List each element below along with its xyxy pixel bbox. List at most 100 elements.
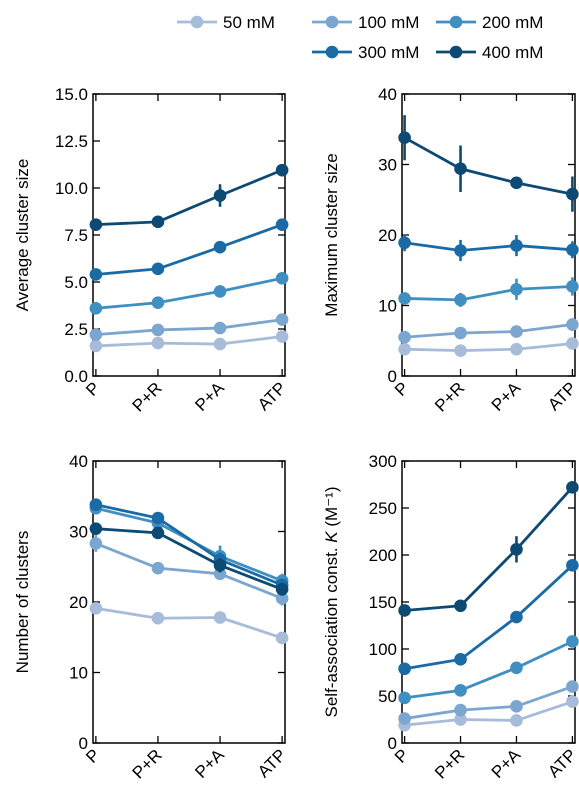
data-point (454, 713, 467, 726)
series-400-mm (398, 115, 579, 212)
data-point (398, 236, 411, 250)
series-line (404, 564, 574, 671)
legend-label: 400 mM (482, 43, 543, 62)
legend-label: 300 mM (358, 43, 419, 62)
y-axis-label: Average cluster size (13, 159, 32, 312)
y-tick-label: 2.5 (64, 320, 88, 339)
data-point (398, 662, 411, 676)
series-300-mm (398, 234, 579, 262)
data-point (566, 337, 579, 350)
legend: 50 mM 100 mM 200 mM 300 mM 400 mM (177, 13, 543, 62)
data-point (213, 189, 227, 202)
series-line (95, 276, 283, 310)
data-point (510, 239, 523, 252)
data-point (566, 695, 579, 708)
y-tick-label: 0.0 (64, 367, 88, 386)
y-tick-label: 200 (369, 546, 397, 565)
data-point (151, 296, 165, 309)
y-tick-label: 10 (69, 664, 88, 683)
series-50-mm (398, 337, 579, 357)
series-200-mm (398, 277, 579, 307)
data-point (454, 703, 467, 717)
data-point (398, 292, 411, 305)
data-point (454, 684, 467, 697)
legend-item-50-mm: 50 mM (177, 13, 275, 32)
data-point (275, 163, 289, 177)
plot-frame (92, 460, 286, 744)
series-400-mm (89, 163, 289, 231)
data-point (510, 342, 523, 356)
data-point (454, 344, 467, 357)
data-point (213, 611, 227, 624)
y-axis-label: Self-association const. K (M⁻¹) (322, 487, 341, 718)
x-tick-label: ATP (544, 745, 579, 781)
series-400-mm (398, 481, 579, 617)
series-line (404, 486, 574, 612)
series-line (404, 640, 574, 700)
data-point (151, 336, 165, 350)
y-tick-label: 100 (369, 640, 397, 659)
y-tick-label: 30 (378, 156, 397, 175)
data-point (398, 691, 411, 705)
data-point (398, 342, 411, 356)
y-tick-label: 250 (369, 499, 397, 518)
legend-marker (449, 15, 463, 29)
y-tick-label: 50 (378, 687, 397, 706)
data-point (566, 280, 579, 293)
data-point (510, 176, 523, 190)
series-line (95, 503, 283, 587)
data-point (510, 325, 523, 338)
series-200-mm (398, 635, 579, 705)
plot-frame (401, 460, 576, 744)
x-tick-label: P+R (129, 745, 166, 782)
data-point (275, 592, 289, 605)
data-point (275, 631, 289, 645)
y-tick-label: 7.5 (64, 226, 88, 245)
series-line (95, 335, 283, 348)
y-tick-label: 5.0 (64, 273, 88, 292)
data-point (566, 635, 579, 648)
y-tick-label: 150 (369, 593, 397, 612)
data-point (566, 559, 579, 572)
data-point (566, 187, 579, 201)
data-point (454, 653, 467, 666)
data-point (398, 330, 411, 344)
legend-label: 100 mM (358, 13, 419, 32)
data-point (151, 561, 165, 575)
legend-label: 50 mM (223, 13, 275, 32)
x-tick-label: P+A (191, 745, 228, 782)
data-point (398, 131, 411, 145)
x-tick-label: P+A (191, 378, 228, 415)
data-point (398, 712, 411, 725)
panels: 0.02.55.07.510.012.515.0P P+R P+A ATPAverag… (13, 85, 579, 783)
data-point (89, 537, 103, 550)
legend-marker (449, 45, 463, 59)
y-tick-label: 20 (378, 226, 397, 245)
data-point (275, 271, 289, 285)
series-50-mm (89, 330, 289, 353)
series-line (404, 323, 573, 339)
legend-item-100-mm: 100 mM (312, 13, 419, 32)
data-point (89, 302, 103, 315)
legend-item-400-mm: 400 mM (436, 43, 543, 62)
y-tick-label: 20 (69, 593, 88, 612)
data-point (454, 326, 467, 340)
y-tick-label: 10 (378, 297, 397, 316)
x-tick-label: ATP (254, 745, 290, 781)
series-200-mm (89, 271, 289, 315)
data-point (151, 611, 165, 625)
y-tick-label: 15.0 (55, 85, 88, 104)
data-point (275, 218, 289, 231)
series-100-mm (398, 680, 579, 725)
data-point (566, 243, 579, 257)
legend-item-300-mm: 300 mM (312, 43, 419, 62)
series-line (95, 168, 283, 227)
series-300-mm (89, 218, 289, 281)
y-tick-label: 0 (388, 734, 397, 753)
data-point (398, 604, 411, 617)
legend-marker (325, 45, 339, 59)
data-point (89, 328, 103, 341)
